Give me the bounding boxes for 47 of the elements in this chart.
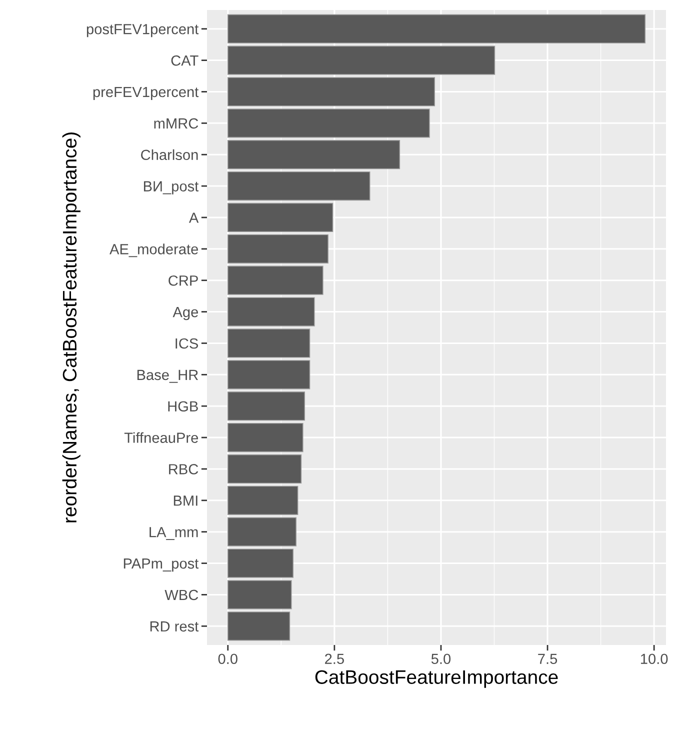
y-tick-label: PAPm_post <box>124 558 199 572</box>
y-tick-label: LA_mm <box>150 527 198 540</box>
y-tick-label: ВИ_post <box>144 181 199 194</box>
bar <box>227 234 328 264</box>
bar <box>227 328 310 358</box>
bar <box>227 422 304 452</box>
bar <box>227 612 290 641</box>
x-tick-label: 2.5 <box>325 654 344 664</box>
y-tick-label: RD rest <box>150 621 199 632</box>
x-tick-label: 7.5 <box>538 654 558 664</box>
y-tick-label: ICS <box>176 338 198 349</box>
y-tick-label: CRP <box>168 275 198 286</box>
bar <box>227 297 315 326</box>
y-tick-label: A <box>188 212 199 223</box>
y-tick-label: CAT <box>171 55 198 66</box>
x-axis-title: CatBoostFeatureImportance <box>315 670 558 688</box>
x-tick-label: 10.0 <box>640 654 668 664</box>
y-tick-label: postFEV1percent <box>86 24 199 38</box>
y-tick-label: preFEV1percent <box>93 86 199 100</box>
y-tick-label: Charlson <box>141 149 198 160</box>
bar <box>227 266 324 295</box>
bar <box>227 548 294 578</box>
bar <box>227 140 400 170</box>
y-tick-label: BMI <box>174 496 198 506</box>
bar <box>227 454 302 484</box>
bar <box>227 360 310 390</box>
x-tick-label: 5.0 <box>431 654 451 664</box>
y-tick-label: TiffneauPre <box>124 432 198 443</box>
y-tick-label: Base_HR <box>137 370 198 383</box>
x-tick-label: 0.0 <box>218 654 238 664</box>
bar <box>227 46 496 75</box>
bar <box>227 171 370 201</box>
bar <box>227 77 435 106</box>
bar <box>227 486 298 515</box>
bar <box>227 517 296 546</box>
bar <box>227 580 292 610</box>
y-tick-label: WBC <box>164 590 198 600</box>
y-tick-label: Age <box>172 307 198 320</box>
y-tick-label: AE_moderate <box>110 244 198 258</box>
y-tick-label: RBC <box>169 464 198 474</box>
bar <box>227 202 334 232</box>
bar <box>227 108 430 138</box>
y-tick-label: HGB <box>168 401 198 412</box>
bar <box>227 392 306 421</box>
y-axis-title: reorder(Names, CatBoostFeatureImportance) <box>62 132 80 522</box>
bar <box>227 14 646 44</box>
y-tick-label: mMRC <box>154 118 198 129</box>
